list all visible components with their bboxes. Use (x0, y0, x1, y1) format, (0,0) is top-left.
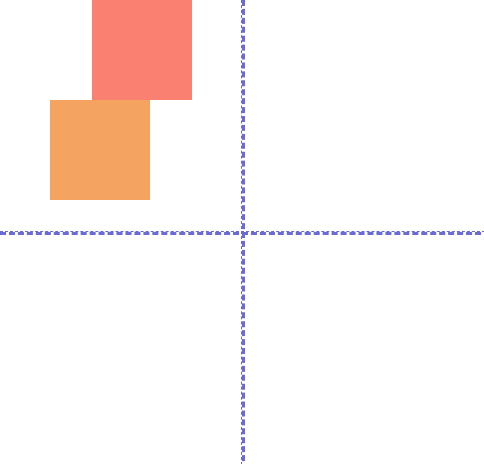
salmon-square[interactable] (92, 0, 192, 100)
horizontal-center-guide (0, 231, 484, 235)
sandy-orange-square[interactable] (50, 100, 150, 200)
